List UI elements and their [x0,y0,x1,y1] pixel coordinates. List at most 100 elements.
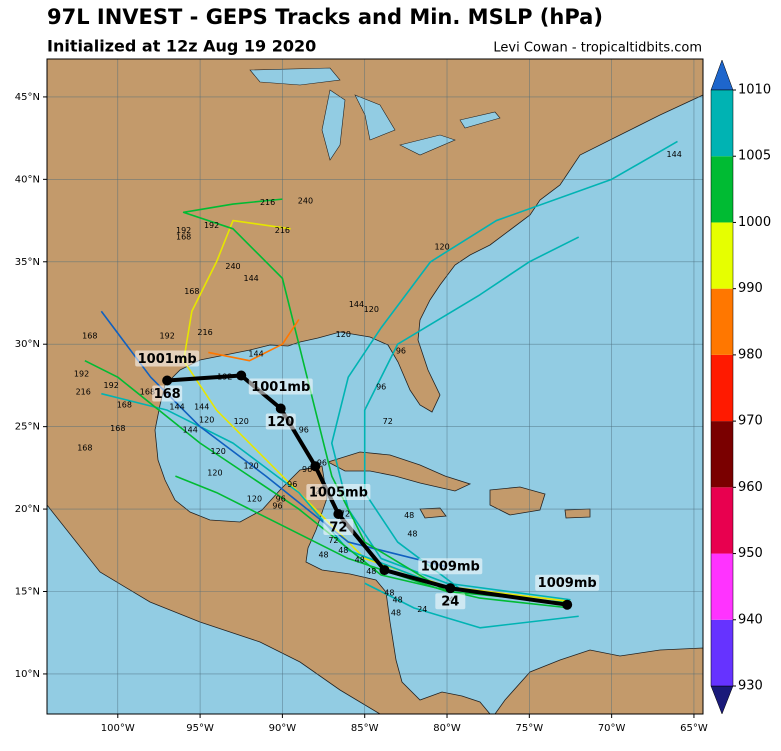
ensemble-track [208,319,300,362]
y-tick-label: 10°N [15,669,40,680]
x-tick-label: 95°W [186,723,214,734]
hour-label: 192 [176,226,191,235]
hour-label: 96 [276,495,286,504]
colorbar-segment [711,90,733,157]
hour-label: 120 [207,468,222,477]
hour-label: 96 [376,383,386,392]
hour-label: 120 [364,305,379,314]
colorbar-segment [711,354,733,422]
label-box [248,378,313,395]
cuba [326,451,472,492]
x-tick-label: 70°W [598,723,626,734]
hour-label: 144 [349,300,364,309]
hour-label: 120 [234,417,249,426]
hour-label: 240 [225,262,240,271]
y-tick-label: 40°N [15,174,40,185]
hour-label: 216 [275,226,290,235]
hour-label: 96 [272,501,282,510]
hour-label: 216 [260,198,275,207]
pressure-label: 1001mb [251,380,310,395]
ensemble-track [175,475,571,604]
map-frame [46,58,704,715]
y-tick-label: 45°N [15,92,40,103]
credit: Levi Cowan - tropicaltidbits.com [493,41,702,56]
hour-label: 240 [298,196,313,205]
x-tick-label: 90°W [269,723,297,734]
hour-label: 120 [211,447,226,456]
hour-label: 48 [366,567,376,576]
hour-label: 72 [328,536,338,545]
colorbar-over [710,59,734,91]
hour-label: 216 [197,328,212,337]
ensemble-track [330,140,678,601]
ensemble-track [364,582,579,629]
colorbar-label: 1000 [738,215,771,230]
mean-point [379,565,390,576]
colorbar-label: 950 [738,546,763,561]
colorbar: 930 940 950 960 970 980 990 1000 1005 1010 [710,59,771,715]
grid [47,59,703,714]
mean-point [162,375,173,386]
mean-point [562,599,573,610]
label-box [135,350,200,367]
hour-label: 48 [338,546,348,555]
hour-label: 96 [396,346,406,355]
hour-label: 48 [355,556,365,565]
great-lakes [249,67,501,161]
label-box [306,484,371,501]
y-tick-label: 35°N [15,257,40,268]
hour-label: 144 [194,402,209,411]
hour-label: 120 [199,416,214,425]
colorbar-frame [710,89,734,687]
colorbar-label: 960 [738,480,763,495]
ensemble-track [182,198,448,593]
label-box [418,558,483,575]
hour-label: 168 [140,388,155,397]
colorbar-segment [711,222,733,289]
hour-label: 168 [82,331,97,340]
colorbar-label: 1010 [738,83,771,98]
subtitle: Initialized at 12z Aug 19 2020 [47,37,316,56]
hour-label: 144 [248,350,263,359]
mean-point [333,509,344,520]
hour-label: 96 [287,480,297,489]
label-box [152,385,183,402]
colorbar-segment [711,156,733,223]
jamaica [419,507,447,519]
hour-label: 24 [417,605,427,614]
hour-label: 168 [77,444,92,453]
mean-point [275,403,286,414]
hour-label: 192 [204,221,219,230]
colorbar-label: 940 [738,612,763,627]
colorbar-label: 1005 [738,149,771,164]
mean-hour-label: 120 [267,415,294,430]
label-box [435,593,466,610]
puerto-rico [564,508,591,519]
hour-label: 48 [404,511,414,520]
hour-label: 168 [176,233,191,242]
y-tick-label: 25°N [15,422,40,433]
hour-label: 72 [383,417,393,426]
hour-label: 216 [76,388,91,397]
mean-hour-label: 24 [441,595,459,610]
mean-hour-label: 72 [329,521,347,536]
south-america [494,647,703,714]
colorbar-under [710,685,734,715]
colorbar-label: 990 [738,281,763,296]
pressure-label: 1009mb [421,560,480,575]
pressure-label: 1009mb [538,576,597,591]
hour-label: 120 [247,495,262,504]
label-box [265,413,296,430]
x-tick-label: 80°W [433,723,461,734]
x-tick-label: 65°W [680,723,708,734]
hour-label: 48 [384,589,394,598]
hour-label: 144 [243,274,258,283]
hour-label: 120 [336,330,351,339]
ensemble-track [363,236,580,593]
hour-label: 48 [391,608,401,617]
title: 97L INVEST - GEPS Tracks and Min. MSLP (… [47,5,603,29]
hour-label: 168 [110,424,125,433]
hour-label: 144 [667,150,682,159]
hour-label: 144 [169,402,184,411]
